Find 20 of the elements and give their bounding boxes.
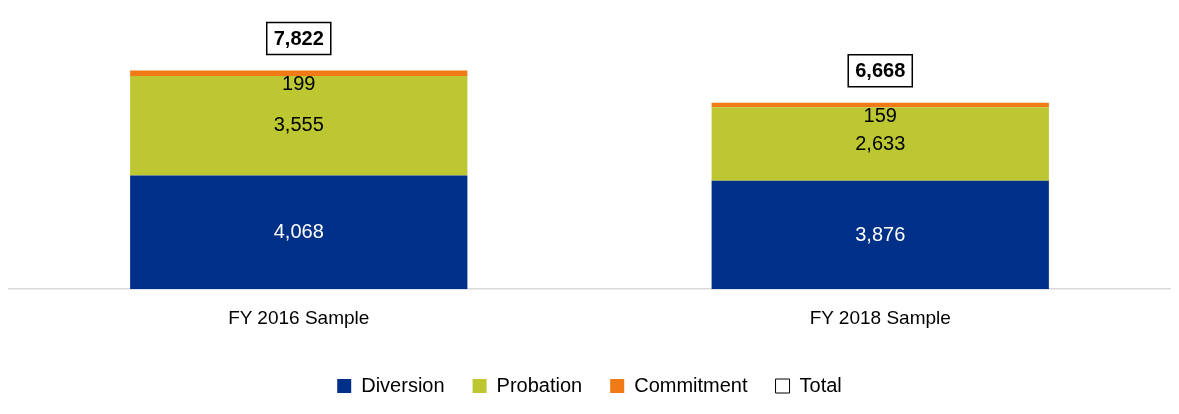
legend-label: Diversion [361,373,445,396]
bar [711,107,1049,181]
bar [130,70,468,77]
bar [711,180,1049,290]
legend-label: Total [799,373,842,396]
data-label: 2,633 [855,131,906,154]
data-label: 159 [863,104,897,127]
legend-label: Commitment [634,373,748,396]
x-tick-label: FY 2018 Sample [809,306,951,328]
bar [711,102,1049,108]
bar [130,76,468,176]
x-tick-label: FY 2016 Sample [228,306,370,328]
data-label: 4,068 [273,219,324,242]
data-label: 3,555 [273,113,324,136]
bar [130,175,468,290]
total-label: 7,822 [273,27,324,50]
total-label: 6,668 [855,59,906,82]
legend-label: Probation [496,373,583,396]
data-label: 3,876 [855,222,906,245]
data-label: 199 [282,72,316,95]
